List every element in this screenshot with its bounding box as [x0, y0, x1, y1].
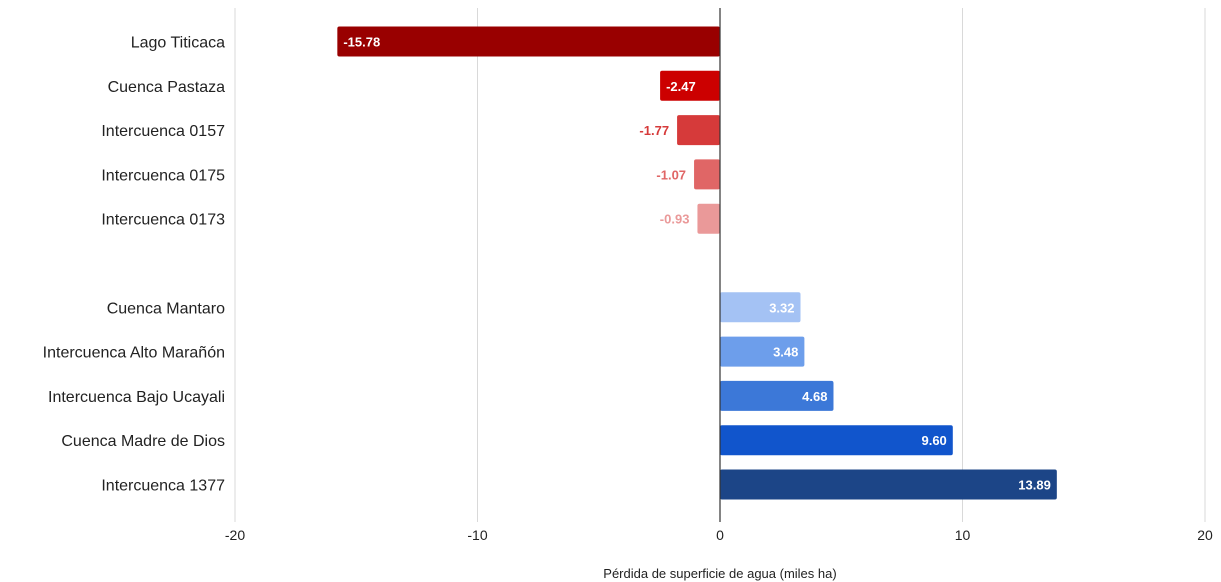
- gridlines: [234, 8, 1206, 522]
- category-labels: Lago Titicaca Cuenca Pastaza Intercuenca 0…: [43, 35, 225, 495]
- data-label: -1.77: [639, 123, 669, 138]
- bar: [694, 159, 720, 190]
- bars: [337, 26, 1057, 500]
- x-tick-label: -10: [467, 527, 487, 543]
- category-label: Cuenca Madre de Dios: [61, 433, 225, 450]
- x-axis-title: Pérdida de superficie de agua (miles ha): [603, 566, 836, 581]
- data-label: -15.78: [343, 35, 380, 50]
- data-label: 4.68: [802, 389, 827, 404]
- x-tick-label: 20: [1197, 527, 1213, 543]
- category-label: Lago Titicaca: [131, 35, 225, 52]
- category-label: Cuenca Pastaza: [108, 79, 226, 96]
- category-label: Intercuenca 0175: [101, 167, 225, 184]
- category-label: Intercuenca 0157: [101, 123, 225, 140]
- bar: [660, 70, 720, 101]
- bar: [720, 425, 953, 456]
- bar: [677, 115, 720, 146]
- bar: [720, 336, 805, 367]
- x-tick-label: 0: [716, 527, 724, 543]
- bar: [720, 380, 834, 411]
- bar: [337, 26, 720, 57]
- data-label: -2.47: [666, 79, 696, 94]
- data-label: 13.89: [1018, 478, 1051, 493]
- bar: [720, 292, 801, 323]
- category-label: Intercuenca Alto Marañón: [43, 345, 225, 362]
- data-label: 9.60: [921, 433, 946, 448]
- data-label: -1.07: [656, 167, 686, 182]
- x-tick-labels: -20 -10 0 10 20: [225, 527, 1213, 543]
- x-tick-label: 10: [955, 527, 971, 543]
- data-label: 3.32: [769, 300, 794, 315]
- category-label: Intercuenca Bajo Ucayali: [48, 389, 225, 406]
- category-label: Intercuenca 0173: [101, 212, 225, 229]
- category-label: Intercuenca 1377: [101, 478, 225, 495]
- bar: [697, 203, 720, 234]
- data-label: -0.93: [660, 212, 690, 227]
- x-tick-label: -20: [225, 527, 245, 543]
- category-label: Cuenca Mantaro: [107, 300, 225, 317]
- data-label: 3.48: [773, 345, 798, 360]
- data-labels: -15.78 -2.47 -1.77 -1.07 -0.93 3.32 3.48 4.68 9.…: [343, 35, 1050, 493]
- bar: [720, 469, 1057, 500]
